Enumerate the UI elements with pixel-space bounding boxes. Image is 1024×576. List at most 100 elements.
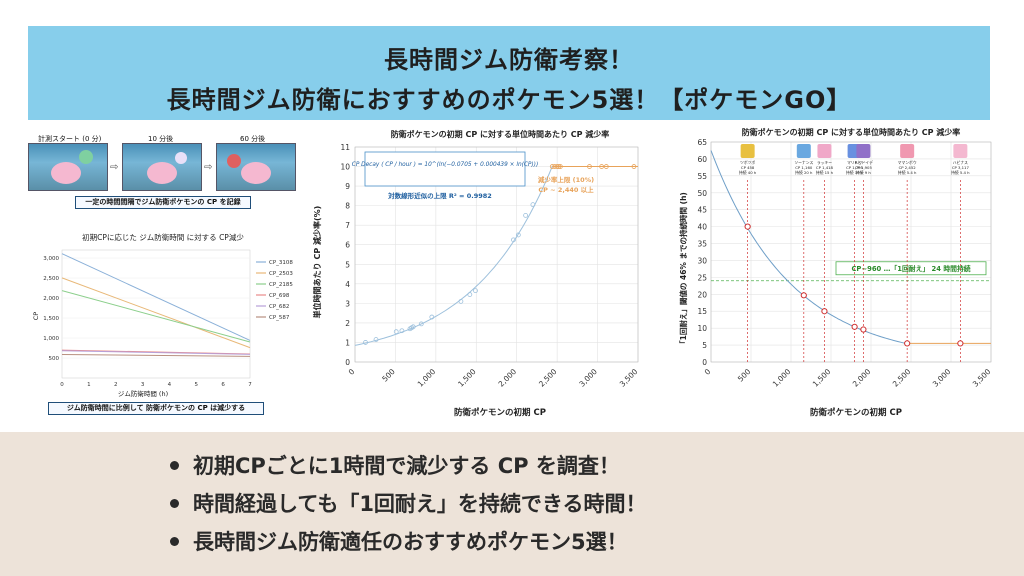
chart-1-legend-label: CP_2185 (269, 282, 293, 288)
chart-2-ytick: 2 (345, 319, 350, 328)
gym-screenshot-60min (216, 143, 296, 191)
chart-3-pokemon-name: ソーナンス (794, 160, 813, 165)
chart-2-formula-box (364, 151, 526, 187)
chart-3-pokemon-cp: CP 3,117 (952, 165, 970, 170)
chart-2-point (557, 164, 563, 169)
chart-1-ytick: 500 (49, 356, 60, 362)
title-line-1: 長時間ジム防衛考察！ (384, 46, 634, 74)
chart-3-pokemon-hours: 持続 40 h (739, 170, 757, 175)
chart-1-series-line (61, 350, 251, 355)
chart-3-ytick: 30 (697, 256, 707, 265)
chart-1-ytick: 2,000 (43, 296, 59, 302)
chart-2-point (418, 321, 424, 327)
chart-1-series-line (61, 253, 251, 341)
chart-3-pokemon-name: マリルリ (847, 160, 862, 165)
chart-1-title: 初期CPに応じた ジム防衛時間 に対する CP減少 (82, 232, 244, 242)
chart-3-pokemon-icon (817, 144, 832, 158)
chart-3-pokemon-cp: CP 1,905 (855, 165, 873, 170)
chart-3-curve (710, 150, 906, 344)
chart-3-ytick: 60 (697, 155, 707, 164)
shot-label-10min: 10 分後 (148, 135, 174, 143)
chart-3-pokemon-name: ハピナス (953, 160, 968, 165)
chart-2-point (549, 164, 555, 169)
chart-3-title: 防衛ポケモンの初期 CP に対する単位時間あたり CP 減少率 (742, 127, 961, 137)
bullet-3: 長時間ジム防衛適任のおすすめポケモン5選！ (170, 526, 628, 556)
chart-1-ytick: 1,500 (43, 316, 59, 322)
bullet-2: 時間経過しても「1回耐え」を持続できる時間！ (170, 488, 647, 518)
chart-3-pokemon-name: ドヒドイデ (854, 160, 873, 165)
screenshot-caption: 一定の時間間隔でジム防衛ポケモンの CP を記録 (75, 196, 251, 209)
chart-2-point (523, 213, 529, 218)
gym-screenshot-10min (122, 143, 202, 191)
chart-3-ytick: 25 (697, 273, 707, 282)
chart-3-ytick: 45 (697, 206, 707, 215)
chart-1-xtick: 3 (141, 382, 145, 388)
chart-2-ytick: 10 (340, 163, 350, 172)
chart-2-frame (354, 146, 639, 363)
chart-2-point (373, 337, 379, 342)
chart-2-point (399, 328, 405, 334)
chart-1-legend-label: CP_587 (269, 315, 290, 321)
chart-3-xlabel: 防衛ポケモンの初期 CP (810, 407, 902, 418)
chart-2-fit-curve (354, 166, 553, 346)
chart-1-series-line (61, 277, 251, 349)
chart-2-ytick: 7 (345, 221, 350, 230)
chart-1-legend-label: CP_682 (269, 304, 289, 310)
chart-1-legend-label: CP_698 (269, 293, 290, 299)
chart-1-xtick: 2 (114, 382, 118, 388)
chart-3-pokemon-hours: 持続 15 h (816, 170, 834, 175)
chart-3-ytick: 40 (697, 223, 707, 232)
chart-2-fit-label: 対数線形近似の上限 R² = 0.9982 (387, 191, 492, 200)
chart-2-ytick: 5 (345, 260, 350, 269)
chart-3-marker-point (800, 292, 807, 299)
chart-3-marker-point (957, 340, 964, 347)
chart-2-ylabel: 単位時間あたり CP 減少率(%) (312, 206, 322, 319)
chart-2-ytick: 0 (345, 358, 350, 367)
chart-2-point (473, 288, 478, 294)
chart-3-marker-point (744, 223, 751, 230)
shot-label-start: 計測スタート (0 分) (38, 135, 102, 143)
chart-3-xtick: 0 (703, 367, 713, 377)
chart-3-threshold-label: CP~960 …「1回耐え」 24 時間持続 (851, 264, 970, 273)
bullet-dot-icon (170, 536, 179, 546)
chart-3-pokemon-cp: CP 1,795 (846, 165, 864, 170)
chart-3-marker-point (821, 308, 828, 315)
chart-2-point (467, 292, 473, 297)
arrow-icon-2: ⇨ (204, 162, 213, 173)
chart-2-ytick: 4 (345, 280, 350, 289)
chart-2-ytick: 9 (345, 182, 350, 191)
chart-3-pokemon-icon (900, 144, 915, 158)
chart-3-ytick: 5 (702, 341, 707, 350)
chart-3-ytick: 15 (697, 307, 707, 316)
chart-3-pokemon-icon (796, 144, 811, 158)
chart-2-point (556, 164, 562, 169)
chart-1-ylabel: CP (32, 312, 40, 321)
bullet-2-text: 時間経過しても「1回耐え」を持続できる時間！ (193, 492, 647, 516)
chart-2-point (511, 237, 516, 243)
chart-1-legend-label: CP_3108 (269, 260, 293, 266)
chart-3-pokemon-icon (953, 144, 968, 158)
chart-3-ytick: 50 (697, 189, 707, 198)
chart-3-ytick: 10 (697, 324, 707, 333)
chart-3-ytick: 35 (697, 240, 707, 249)
chart-1-xtick: 1 (87, 382, 91, 388)
chart-2-ytick: 8 (345, 202, 350, 211)
chart-2-cap-label: 減少率上限 (10%) (538, 175, 594, 184)
chart-2-formula: CP Decay ( CP / hour ) = 10^(ln(−0.0705 … (352, 162, 538, 168)
chart-3-pokemon-name: ママンボウ (898, 160, 917, 165)
chart-1-ytick: 2,500 (43, 276, 59, 282)
chart-2-point (410, 324, 416, 330)
chart-2-ytick: 11 (340, 143, 350, 152)
gym-screenshot-start (28, 143, 108, 191)
chart-3-ytick: 0 (702, 358, 707, 367)
chart-2-point (363, 340, 368, 345)
chart-1-xtick: 6 (221, 382, 225, 388)
chart-2-point (530, 202, 536, 208)
chart-cp-vs-time: 初期CPに応じた ジム防衛時間 に対する CP減少 500 1,000 1,500 2… (28, 228, 298, 418)
chart-1-xtick: 5 (195, 382, 199, 388)
chart-3-ytick: 20 (697, 290, 707, 299)
chart-3-pokemon-cp: CP 2,452 (899, 165, 917, 170)
chart-1-legend-label: CP_2503 (269, 271, 293, 277)
bullet-1-text: 初期CPごとに1時間で減少する CP を調査！ (193, 454, 620, 478)
chart-2-cap-sublabel: CP ~ 2,440 以上 (538, 185, 594, 194)
